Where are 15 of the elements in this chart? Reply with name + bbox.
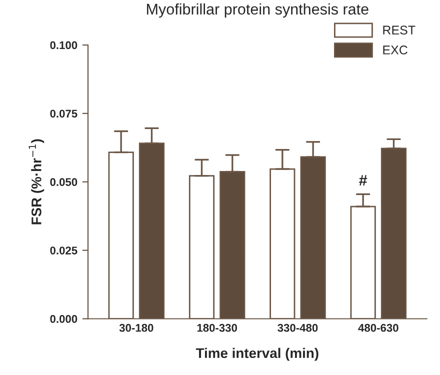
- chart-title: Myofibrillar protein synthesis rate: [147, 3, 368, 18]
- legend-label: REST: [383, 26, 416, 35]
- annotation: #: [359, 175, 368, 186]
- y-axis-title: FSR (%·hr$^{−1}$): [28, 139, 44, 224]
- y-tick-label: 0.050: [50, 178, 78, 186]
- x-tick-label: 330-480: [278, 324, 318, 332]
- y-tick-label: 0.025: [50, 246, 78, 254]
- legend-label: EXC: [383, 46, 408, 54]
- y-tick-label: 0.075: [50, 110, 78, 118]
- x-tick-label: 180-330: [197, 324, 237, 332]
- x-tick-label: 30-180: [119, 324, 154, 332]
- y-tick-label: 0.000: [50, 315, 78, 323]
- x-tick-label: 480-630: [358, 324, 398, 332]
- x-axis-title: Time interval (min): [196, 348, 318, 361]
- y-tick-label: 0.100: [50, 41, 78, 50]
